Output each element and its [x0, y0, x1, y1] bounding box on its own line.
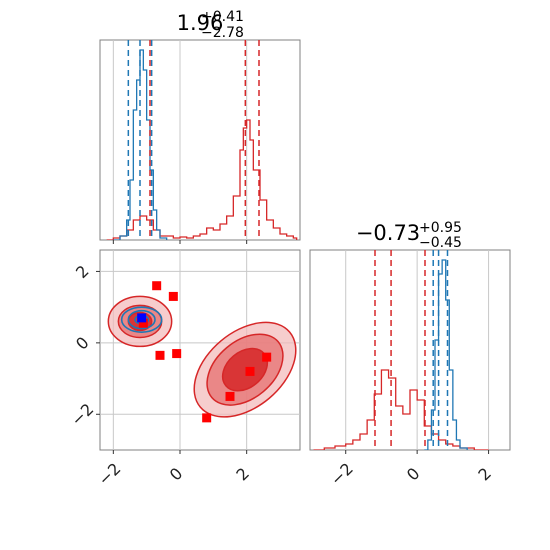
joint-plot-area — [107, 281, 297, 423]
joint-xtick-label: −2 — [94, 459, 124, 489]
blue-contour-level — [120, 306, 163, 333]
hist1-red-histogram — [106, 119, 298, 240]
blue-marker — [137, 313, 147, 323]
blue-contour-level — [127, 309, 156, 330]
hist1-frame — [99, 39, 301, 241]
hist2-xtick-label: 2 — [474, 464, 495, 485]
red-marker — [155, 350, 165, 360]
hist2-xtick-label: 0 — [403, 464, 424, 485]
hist2-red-histogram — [313, 369, 489, 450]
joint-xtick-label: 2 — [232, 464, 253, 485]
joint-ytick-label: 0 — [72, 333, 93, 354]
red-marker — [202, 413, 212, 423]
param1-title: 1.96 — [177, 11, 224, 35]
red-marker — [262, 352, 272, 362]
hist2-blue-histogram — [424, 259, 468, 450]
red-marker — [172, 349, 182, 359]
hist2-xtick-label: −2 — [327, 459, 357, 489]
red-marker — [152, 281, 162, 291]
joint-frame — [99, 249, 301, 451]
hist2-plot-area — [313, 250, 489, 450]
red-marker — [138, 318, 148, 328]
hist2-frame — [309, 249, 511, 451]
hist1-plot-area — [106, 40, 298, 240]
param2-title-sup: +0.95 — [419, 220, 462, 236]
red-marker — [225, 391, 235, 401]
param1-title-value: 1.96 — [177, 11, 224, 35]
param1-title-sup: +0.41 — [201, 9, 244, 25]
param1-title-sub: −2.78 — [201, 25, 244, 41]
param2-title-value: −0.73 — [356, 221, 420, 245]
joint-contour-panel: −2 0 2 −2 0 2 — [67, 249, 301, 489]
joint-ytick-label: 2 — [72, 261, 93, 282]
joint-xtick-label: 0 — [166, 464, 187, 485]
param2-title-sub: −0.45 — [419, 235, 462, 251]
joint-ytick-label: −2 — [67, 400, 97, 430]
param2-histogram-panel: −2 0 2 — [309, 249, 511, 489]
red-marker — [168, 291, 178, 301]
param1-histogram-panel — [99, 39, 301, 244]
red-marker — [245, 366, 255, 376]
